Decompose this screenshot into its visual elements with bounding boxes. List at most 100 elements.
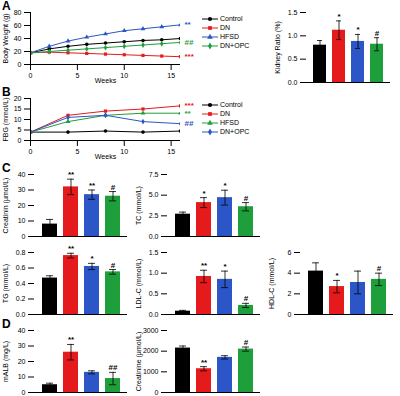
svg-text:***: *** [185, 52, 195, 61]
svg-text:15: 15 [14, 105, 22, 112]
svg-text:0: 0 [155, 389, 159, 396]
svg-text:10: 10 [18, 217, 26, 224]
svg-text:5.0: 5.0 [149, 191, 159, 198]
svg-text:*: * [356, 25, 360, 34]
svg-text:10: 10 [120, 72, 128, 79]
svg-text:40: 40 [18, 171, 26, 178]
svg-text:Creatinin (µmol/L): Creatinin (µmol/L) [2, 178, 10, 234]
svg-text:TC (mmol/L): TC (mmol/L) [135, 186, 143, 225]
svg-text:TG (mmol/L): TG (mmol/L) [2, 264, 10, 303]
svg-text:0.0: 0.0 [149, 233, 159, 240]
svg-text:HDL-C (mmol/L): HDL-C (mmol/L) [268, 258, 276, 309]
svg-text:1.0: 1.0 [288, 32, 298, 39]
svg-text:**: ** [201, 358, 208, 367]
svg-text:2: 2 [288, 290, 292, 297]
svg-text:60: 60 [14, 22, 22, 29]
svg-text:#: # [111, 261, 116, 270]
svg-text:7.5: 7.5 [149, 171, 159, 178]
html-text:HFSD: HFSD [220, 33, 240, 40]
svg-text:40: 40 [18, 327, 26, 334]
svg-text:0: 0 [29, 148, 33, 155]
svg-text:Creatinine (µmol/L): Creatinine (µmol/L) [135, 332, 143, 392]
svg-text:0: 0 [288, 311, 292, 318]
svg-text:*: * [223, 181, 227, 190]
html-text:C: C [2, 161, 11, 175]
svg-text:0.5: 0.5 [288, 55, 298, 62]
html-text:D: D [2, 317, 11, 331]
svg-text:#: # [244, 338, 249, 347]
svg-text:0: 0 [22, 389, 26, 396]
html-text:B: B [2, 85, 11, 99]
svg-text:10: 10 [120, 148, 128, 155]
svg-text:LDL-C (mmol/L): LDL-C (mmol/L) [135, 259, 143, 309]
svg-text:**: ** [201, 261, 208, 270]
svg-text:**: ** [68, 170, 75, 179]
svg-text:6: 6 [288, 249, 292, 256]
svg-text:2.5: 2.5 [149, 212, 159, 219]
svg-text:*: * [335, 271, 339, 280]
svg-text:##: ## [185, 119, 194, 128]
svg-text:10: 10 [14, 116, 22, 123]
svg-text:20: 20 [18, 202, 26, 209]
svg-text:mALB (mg/L): mALB (mg/L) [2, 341, 10, 382]
svg-text:0.0: 0.0 [149, 311, 159, 318]
svg-text:*: * [223, 262, 227, 271]
svg-text:#: # [244, 294, 249, 303]
svg-text:0.0: 0.0 [288, 79, 298, 86]
svg-text:#: # [377, 264, 382, 273]
svg-text:*: * [90, 254, 94, 263]
html-text:DN+OPC: DN+OPC [220, 42, 250, 49]
svg-text:0: 0 [22, 233, 26, 240]
svg-text:1.5: 1.5 [149, 249, 159, 256]
svg-text:20: 20 [14, 48, 22, 55]
svg-text:Body Weight (g): Body Weight (g) [2, 13, 10, 63]
svg-text:15: 15 [167, 148, 175, 155]
svg-text:20: 20 [14, 95, 22, 102]
svg-text:0: 0 [29, 72, 33, 79]
svg-text:30: 30 [18, 342, 26, 349]
svg-text:Weeks: Weeks [95, 77, 117, 84]
svg-text:Weeks: Weeks [95, 153, 117, 160]
svg-text:40: 40 [14, 35, 22, 42]
svg-text:0.6: 0.6 [16, 264, 26, 271]
svg-text:4: 4 [288, 269, 292, 276]
svg-text:3000: 3000 [143, 327, 159, 334]
html-text:Control: Control [220, 15, 243, 22]
svg-text:15: 15 [167, 72, 175, 79]
svg-text:#: # [111, 183, 116, 192]
svg-text:*: * [202, 189, 206, 198]
html-text:Control: Control [220, 101, 243, 108]
svg-text:1.0: 1.0 [149, 269, 159, 276]
svg-text:10: 10 [18, 373, 26, 380]
svg-text:5: 5 [75, 72, 79, 79]
svg-text:5: 5 [75, 148, 79, 155]
svg-text:0.5: 0.5 [149, 290, 159, 297]
svg-text:80: 80 [14, 9, 22, 16]
svg-text:Kidney Ratio (%): Kidney Ratio (%) [274, 21, 282, 74]
svg-text:0.8: 0.8 [16, 249, 26, 256]
svg-text:30: 30 [18, 186, 26, 193]
svg-text:1000: 1000 [143, 368, 159, 375]
svg-text:0.0: 0.0 [16, 311, 26, 318]
svg-text:0: 0 [18, 61, 22, 68]
svg-text:**: ** [185, 109, 192, 118]
svg-text:5: 5 [18, 126, 22, 133]
svg-text:**: ** [185, 20, 192, 29]
svg-text:FBG (mmol/L): FBG (mmol/L) [2, 98, 10, 142]
svg-text:##: ## [185, 38, 194, 47]
svg-text:20: 20 [18, 358, 26, 365]
html-text:A: A [2, 0, 11, 13]
svg-text:1.5: 1.5 [288, 9, 298, 16]
svg-text:#: # [375, 29, 380, 38]
svg-text:**: ** [68, 244, 75, 253]
svg-text:#: # [244, 194, 249, 203]
svg-text:0.4: 0.4 [16, 280, 26, 287]
svg-text:##: ## [109, 363, 118, 372]
svg-text:**: ** [68, 335, 75, 344]
svg-text:2000: 2000 [143, 347, 159, 354]
svg-text:0: 0 [18, 137, 22, 144]
svg-text:*: * [337, 12, 341, 21]
svg-text:**: ** [89, 181, 96, 190]
svg-text:0.2: 0.2 [16, 295, 26, 302]
html-text:DN: DN [220, 24, 231, 31]
